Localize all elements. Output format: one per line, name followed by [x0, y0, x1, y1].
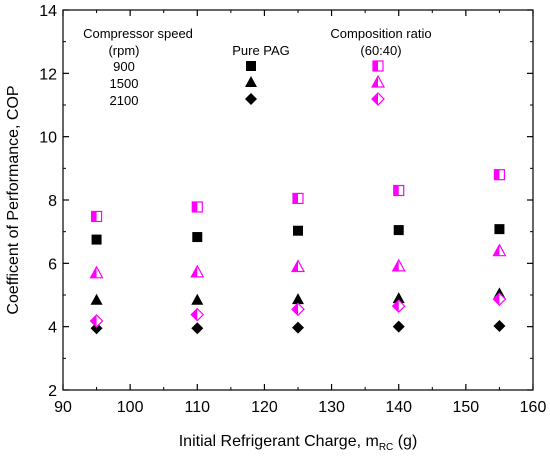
x-tick-label: 110 — [185, 399, 211, 416]
tick-labels: 90 100 110 120 130 140 150 160 2 4 6 8 10 12 14 — [39, 3, 546, 416]
point-pure-900 — [494, 224, 505, 235]
x-tick-label: 160 — [520, 399, 547, 416]
y-axis-label: Coefficent of Performance, COP — [5, 85, 22, 314]
legend-marker-composition-1500 — [370, 74, 386, 88]
legend: Compressor speed (rpm) Pure PAG Composit… — [83, 26, 431, 108]
legend-marker-composition-2100 — [371, 92, 385, 106]
legend-speed-unit: (rpm) — [108, 43, 139, 58]
y-tick-label: 10 — [39, 130, 57, 147]
y-tick-label: 4 — [48, 320, 57, 337]
legend-speed-2100: 2100 — [110, 93, 139, 108]
point-pure-2100 — [493, 320, 506, 333]
point-composition-1500 — [89, 265, 104, 279]
point-pure-2100 — [392, 320, 405, 333]
point-pure-900 — [393, 225, 404, 236]
data-points — [89, 169, 507, 335]
legend-speed-900: 900 — [113, 59, 135, 74]
y-tick-label: 8 — [48, 193, 57, 210]
point-pure-2100 — [191, 322, 204, 335]
point-composition-900 — [90, 210, 103, 223]
axis-ticks — [62, 9, 534, 391]
point-composition-2100 — [391, 299, 406, 313]
point-composition-900 — [493, 169, 506, 181]
point-composition-1500 — [190, 264, 205, 278]
x-tick-label: 140 — [385, 399, 412, 416]
point-composition-2100 — [291, 302, 305, 317]
y-tick-label: 12 — [39, 66, 57, 83]
point-pure-900 — [192, 232, 203, 243]
point-composition-1500 — [290, 259, 306, 273]
point-composition-2100 — [190, 307, 205, 322]
legend-marker-composition-900 — [372, 60, 384, 72]
point-composition-1500 — [391, 258, 406, 272]
y-tick-label: 6 — [48, 256, 57, 273]
point-composition-2100 — [89, 314, 104, 328]
y-tick-label: 14 — [39, 3, 57, 20]
point-composition-900 — [292, 192, 304, 205]
x-tick-label: 90 — [54, 399, 72, 416]
point-composition-2100 — [492, 292, 507, 306]
legend-group-pure: Pure PAG — [232, 43, 290, 58]
x-tick-label: 150 — [453, 399, 480, 416]
point-pure-900 — [91, 234, 102, 245]
y-tick-label: 2 — [48, 383, 57, 400]
point-pure-1500 — [392, 292, 405, 304]
legend-marker-pure-1500 — [245, 76, 257, 87]
point-composition-900 — [393, 184, 405, 197]
point-pure-1500 — [292, 293, 304, 305]
x-tick-label: 100 — [117, 399, 144, 416]
legend-marker-pure-900 — [246, 61, 256, 71]
point-pure-2100 — [90, 322, 103, 335]
point-pure-2100 — [292, 321, 304, 334]
legend-group-composition: Composition ratio — [330, 26, 431, 41]
x-axis-label: Initial Refrigerant Charge, mRC (g) — [179, 433, 418, 453]
x-tick-label: 130 — [318, 399, 345, 416]
point-pure-1500 — [191, 293, 204, 305]
legend-speed-1500: 1500 — [110, 76, 139, 91]
point-pure-900 — [293, 225, 303, 236]
point-composition-900 — [191, 201, 203, 213]
x-tick-label: 120 — [251, 399, 278, 416]
legend-marker-pure-2100 — [245, 93, 257, 105]
point-pure-1500 — [90, 293, 103, 305]
legend-speed-title: Compressor speed — [83, 26, 193, 41]
legend-markers — [245, 60, 386, 106]
legend-group-composition-ratio: (60:40) — [360, 43, 401, 58]
point-composition-1500 — [492, 243, 507, 257]
